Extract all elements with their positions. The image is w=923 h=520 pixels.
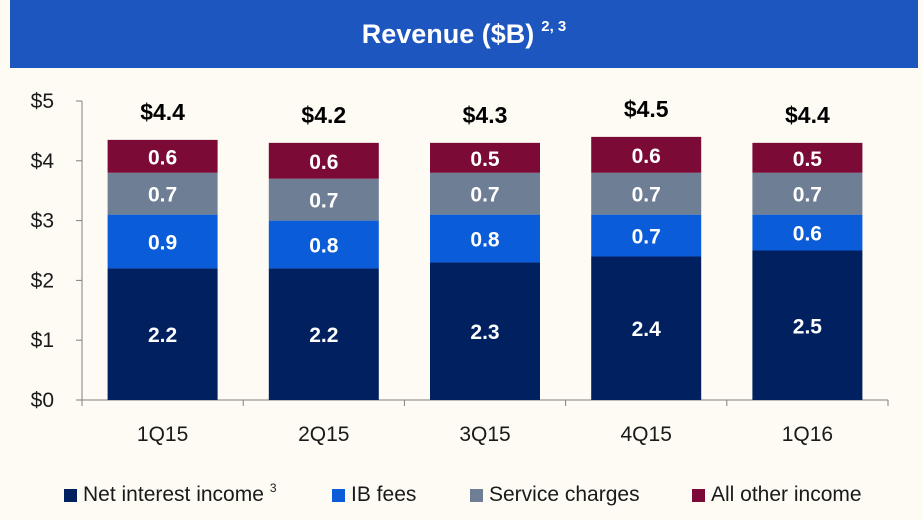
bar-segment <box>752 142 863 173</box>
bar-segment <box>591 214 702 257</box>
bar-segment <box>268 178 379 221</box>
bar-value-label: 2.5 <box>793 315 823 338</box>
bar-segment <box>430 262 540 400</box>
bar-value-label: 2.4 <box>632 318 662 341</box>
x-category-label: 4Q15 <box>621 423 672 446</box>
bars <box>107 136 863 400</box>
legend-swatch <box>692 489 705 502</box>
bar-segment <box>268 220 379 269</box>
bar-value-label: 0.7 <box>632 184 661 207</box>
bar-total-label: $4.5 <box>624 96 669 122</box>
legend-label: All other income <box>711 483 862 506</box>
bar-segment <box>752 214 863 251</box>
x-category-label: 1Q15 <box>137 423 188 446</box>
bar-segment <box>752 172 863 215</box>
bar-segment <box>752 250 863 400</box>
bar-segment <box>430 214 540 263</box>
y-tick-label: $3 <box>31 210 54 233</box>
bar-total-label: $4.2 <box>301 102 346 128</box>
x-category-label: 3Q15 <box>459 423 510 446</box>
y-tick-label: $2 <box>31 269 54 292</box>
chart-title-superscript: 2, 3 <box>541 17 567 35</box>
legend-label: IB fees <box>351 483 416 506</box>
y-tick-label: $5 <box>31 90 54 113</box>
legend-label: Net interest income 3 <box>83 481 277 506</box>
bar-segment <box>107 139 218 173</box>
bar-segment <box>430 142 540 173</box>
bar-total-label: $4.4 <box>140 99 185 125</box>
chart-title: Revenue ($B) 2, 3 <box>361 17 567 50</box>
legend-label: Service charges <box>489 483 640 506</box>
legend-swatch <box>470 489 483 502</box>
x-category-label: 1Q16 <box>782 423 833 446</box>
chart-title-text: Revenue ($B) <box>361 18 535 49</box>
bar-segment <box>107 268 218 400</box>
legend-swatch <box>332 489 345 502</box>
bar-value-label: 0.5 <box>793 148 823 171</box>
bar-value-label: 0.6 <box>148 146 177 169</box>
bar-segment <box>268 268 379 400</box>
bar-segment <box>107 172 218 215</box>
bar-value-label: 0.6 <box>632 145 661 168</box>
bar-value-label: 0.6 <box>793 223 822 246</box>
bar-value-label: 2.3 <box>470 321 499 344</box>
bar-value-label: 0.8 <box>309 235 339 258</box>
bar-total-label: $4.3 <box>463 102 508 128</box>
bar-value-label: 2.2 <box>309 324 338 347</box>
bar-segment <box>591 172 702 215</box>
bar-value-label: 0.7 <box>470 184 499 207</box>
legend: Net interest income 3 IB fees Service charg… <box>64 481 862 506</box>
bar-value-label: 0.7 <box>309 190 338 213</box>
axes: $0 $1 $2 $3 $4 $5 <box>31 90 889 412</box>
legend-swatch <box>64 489 77 502</box>
bar-segment <box>591 256 702 400</box>
y-tick-label: $0 <box>31 389 54 412</box>
bar-value-label: 0.8 <box>470 229 500 252</box>
labels: 2.2 0.9 0.7 0.6 $4.4 1Q15 2.2 0.8 0.7 0.6 $4.2 2Q15… <box>137 96 833 446</box>
bar-value-label: 2.2 <box>148 324 177 347</box>
bar-value-label: 0.5 <box>470 148 500 171</box>
bar-segment <box>107 214 218 269</box>
bar-segment <box>430 172 540 215</box>
x-category-label: 2Q15 <box>298 423 349 446</box>
bar-value-label: 0.7 <box>793 184 822 207</box>
bar-value-label: 0.7 <box>632 226 661 249</box>
bar-total-label: $4.4 <box>785 102 830 128</box>
legend-superscript: 3 <box>270 481 277 495</box>
bar-value-label: 0.6 <box>309 151 338 174</box>
bar-segment <box>591 136 702 173</box>
y-tick-label: $4 <box>31 150 55 173</box>
bar-value-label: 0.9 <box>148 232 177 255</box>
title-banner: Revenue ($B) 2, 3 <box>10 0 918 68</box>
y-tick-label: $1 <box>31 329 54 352</box>
bar-segment <box>268 142 379 179</box>
bar-value-label: 0.7 <box>148 184 177 207</box>
